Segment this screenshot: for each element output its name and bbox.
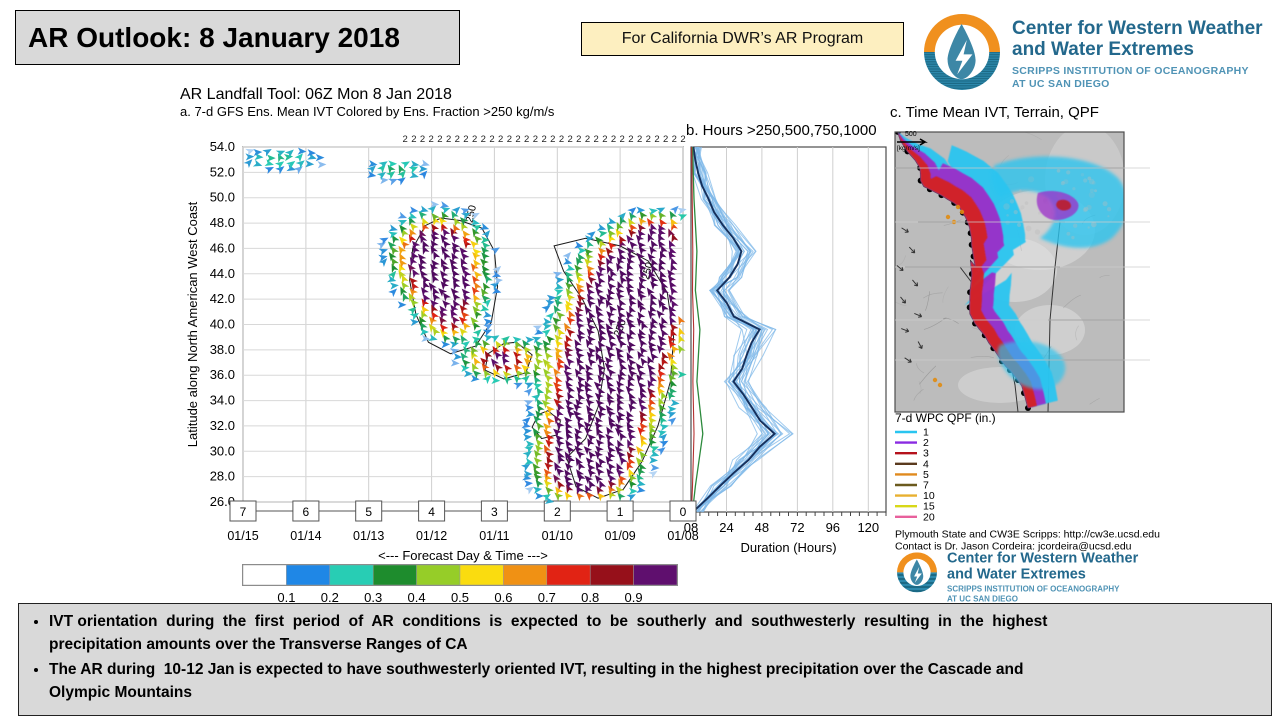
svg-text:2: 2 [663, 134, 668, 145]
svg-text:40.0: 40.0 [210, 317, 235, 332]
svg-text:01/15: 01/15 [227, 529, 258, 543]
svg-text:2: 2 [515, 134, 520, 145]
svg-text:2: 2 [567, 134, 572, 145]
svg-text:2: 2 [585, 134, 590, 145]
svg-text:2: 2 [420, 134, 425, 145]
svg-text:2: 2 [437, 134, 442, 145]
svg-text:2: 2 [403, 134, 408, 145]
svg-text:2: 2 [498, 134, 503, 145]
svg-text:6: 6 [303, 505, 310, 519]
svg-text:42.0: 42.0 [210, 291, 235, 306]
svg-text:30.0: 30.0 [210, 443, 235, 458]
svg-text:2: 2 [411, 134, 416, 145]
svg-text:2: 2 [672, 134, 677, 145]
svg-text:2: 2 [559, 134, 564, 145]
svg-text:01/10: 01/10 [542, 529, 573, 543]
svg-text:34.0: 34.0 [210, 393, 235, 408]
svg-text:36.0: 36.0 [210, 367, 235, 382]
svg-text:0: 0 [680, 505, 687, 519]
svg-text:2: 2 [680, 134, 685, 145]
svg-text:01/11: 01/11 [479, 529, 509, 543]
svg-text:4: 4 [428, 505, 435, 519]
svg-text:2: 2 [463, 134, 468, 145]
svg-text:2: 2 [594, 134, 599, 145]
svg-text:2: 2 [637, 134, 642, 145]
svg-text:01/14: 01/14 [290, 529, 321, 543]
svg-text:01/12: 01/12 [416, 529, 447, 543]
svg-text:2: 2 [602, 134, 607, 145]
svg-text:2: 2 [576, 134, 581, 145]
svg-text:50.0: 50.0 [210, 190, 235, 205]
svg-text:2: 2 [620, 134, 625, 145]
svg-text:2: 2 [507, 134, 512, 145]
svg-text:01/09: 01/09 [604, 529, 635, 543]
svg-text:2: 2 [628, 134, 633, 145]
svg-text:<--- Forecast Day & Time --->: <--- Forecast Day & Time ---> [378, 548, 548, 563]
svg-text:2: 2 [429, 134, 434, 145]
svg-text:2: 2 [646, 134, 651, 145]
svg-text:2: 2 [481, 134, 486, 145]
svg-text:54.0: 54.0 [210, 139, 235, 154]
svg-text:2: 2 [554, 505, 561, 519]
svg-text:28.0: 28.0 [210, 469, 235, 484]
svg-text:2: 2 [550, 134, 555, 145]
svg-text:2: 2 [541, 134, 546, 145]
svg-text:5: 5 [365, 505, 372, 519]
svg-text:48.0: 48.0 [210, 215, 235, 230]
svg-text:3: 3 [491, 505, 498, 519]
svg-text:2: 2 [533, 134, 538, 145]
svg-text:2: 2 [472, 134, 477, 145]
svg-text:2: 2 [489, 134, 494, 145]
svg-text:01/08: 01/08 [667, 529, 698, 543]
svg-text:2: 2 [611, 134, 616, 145]
svg-text:2: 2 [446, 134, 451, 145]
svg-text:1: 1 [617, 505, 624, 519]
svg-text:7: 7 [240, 505, 247, 519]
svg-text:46.0: 46.0 [210, 240, 235, 255]
svg-text:2: 2 [524, 134, 529, 145]
svg-text:44.0: 44.0 [210, 266, 235, 281]
svg-text:38.0: 38.0 [210, 342, 235, 357]
svg-text:2: 2 [654, 134, 659, 145]
svg-text:01/13: 01/13 [353, 529, 384, 543]
svg-text:32.0: 32.0 [210, 418, 235, 433]
svg-text:2: 2 [455, 134, 460, 145]
svg-text:Latitude along North American: Latitude along North American West Coast [185, 201, 200, 447]
svg-text:52.0: 52.0 [210, 164, 235, 179]
